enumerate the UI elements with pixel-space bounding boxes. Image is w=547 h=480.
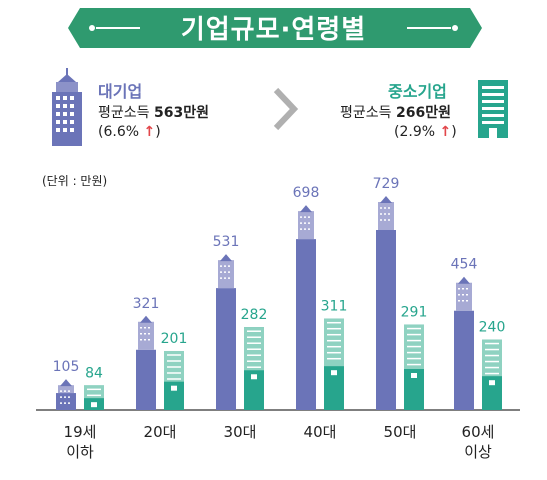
bar-large-enterprise (296, 239, 316, 410)
bar-large-enterprise-roof (300, 205, 312, 213)
banner-right-dot (452, 25, 458, 31)
x-tick-label: 40대 (290, 422, 350, 442)
bar-small-enterprise-door (171, 385, 177, 391)
data-label-small-enterprise: 291 (401, 305, 428, 321)
large-enterprise-income: 평균소득 563만원 (98, 105, 209, 121)
large-enterprise-label: 대기업 (98, 82, 143, 101)
bar-large-enterprise-roof (458, 276, 470, 284)
x-tick-label-line: 60세 (461, 423, 495, 441)
small-enterprise-label: 중소기업 (388, 82, 447, 101)
data-label-large-enterprise: 321 (133, 296, 160, 312)
bar-large-enterprise-top (378, 202, 394, 230)
bar-large-enterprise (376, 230, 396, 410)
title-banner-shape (68, 8, 482, 48)
x-tick-label-line: 20대 (143, 423, 177, 441)
bar-large-enterprise (56, 393, 76, 410)
bar-small-enterprise-door (251, 374, 257, 380)
bar-small-enterprise-door (91, 402, 97, 408)
x-tick-label: 50대 (370, 422, 430, 442)
bar-small-enterprise-top (324, 318, 344, 367)
x-tick-label-line: 이하 (66, 443, 94, 461)
small-enterprise-change: (2.9% ↑) (394, 124, 457, 140)
bar-small-enterprise-door (489, 380, 495, 386)
data-label-small-enterprise: 84 (85, 365, 103, 381)
unit-label: (단위 : 만원) (42, 174, 108, 188)
small-enterprise-income: 평균소득 266만원 (340, 105, 451, 121)
bar-large-enterprise-roof (220, 254, 232, 262)
bar-large-enterprise-top (218, 260, 234, 289)
data-label-small-enterprise: 282 (241, 307, 268, 323)
bar-large-enterprise-roof (380, 196, 392, 203)
large-enterprise-building-icon (52, 68, 82, 146)
bar-large-enterprise-roof (60, 379, 72, 387)
x-tick-label-line: 30대 (223, 423, 257, 441)
data-label-small-enterprise: 311 (321, 299, 348, 315)
bar-large-enterprise-top (298, 211, 314, 240)
chevron-right-icon (273, 87, 299, 131)
data-label-large-enterprise: 454 (451, 257, 478, 273)
bar-large-enterprise-top (138, 321, 154, 350)
bar-large-enterprise (136, 349, 156, 410)
x-tick-label-line: 이상 (464, 443, 492, 461)
bar-small-enterprise-top (482, 339, 502, 377)
data-label-large-enterprise: 531 (213, 234, 240, 250)
bar-large-enterprise-top (58, 385, 74, 394)
bar-large-enterprise-roof (140, 315, 152, 323)
banner-left-dot (89, 25, 95, 31)
x-tick-label: 20대 (130, 422, 190, 442)
large-enterprise-change: (6.6% ↑) (98, 124, 161, 140)
bar-small-enterprise-top (84, 385, 104, 399)
data-label-small-enterprise: 201 (161, 331, 188, 347)
x-tick-label-line: 19세 (63, 423, 97, 441)
data-label-large-enterprise: 698 (293, 185, 320, 201)
data-label-large-enterprise: 729 (373, 176, 400, 192)
bar-small-enterprise-door (331, 370, 337, 376)
x-tick-label-line: 40대 (303, 423, 337, 441)
up-arrow-icon: ↑ (439, 124, 452, 140)
bar-large-enterprise (216, 288, 236, 410)
bar-large-enterprise (454, 310, 474, 410)
title-banner (68, 8, 482, 48)
bar-large-enterprise-top (456, 282, 472, 311)
bar-small-enterprise-door (411, 372, 417, 378)
up-arrow-icon: ↑ (143, 124, 156, 140)
chart-title: 기업규모·연령별 (180, 15, 367, 45)
x-tick-label-line: 50대 (383, 423, 417, 441)
data-label-small-enterprise: 240 (479, 320, 506, 336)
data-label-large-enterprise: 105 (53, 359, 80, 375)
x-tick-label: 30대 (210, 422, 270, 442)
small-enterprise-building-icon (478, 80, 508, 138)
